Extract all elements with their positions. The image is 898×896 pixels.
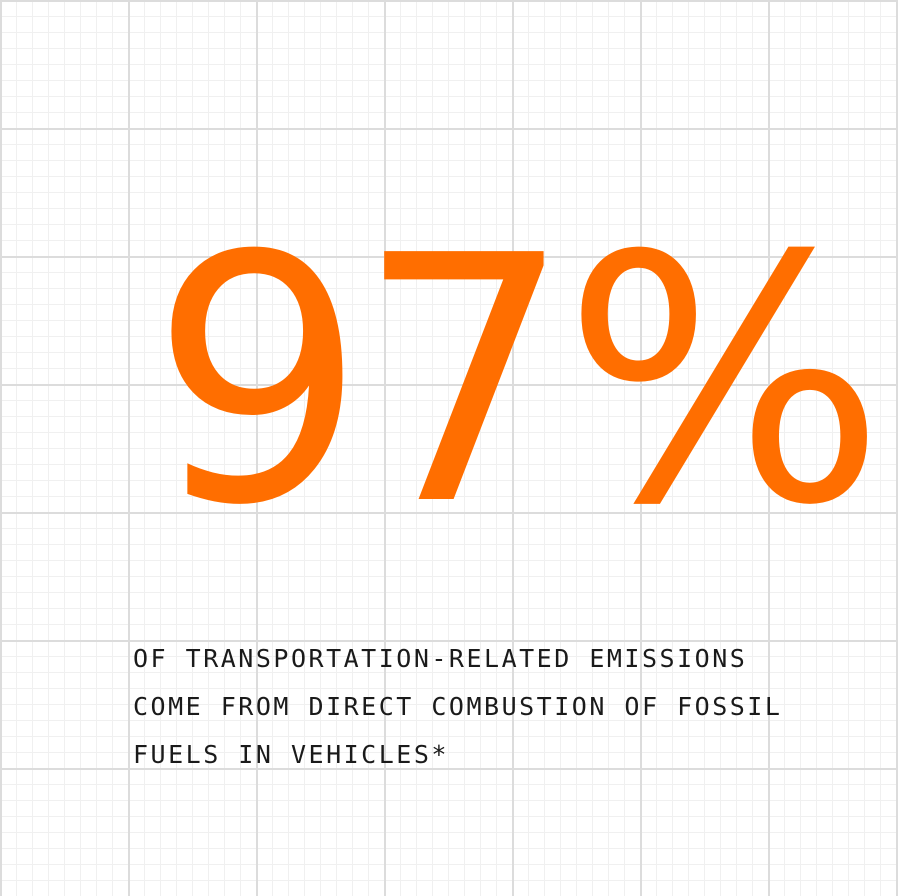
caption-line: OF TRANSPORTATION-RELATED EMISSIONS xyxy=(133,644,748,673)
stat-caption: OF TRANSPORTATION-RELATED EMISSIONS COME… xyxy=(133,635,793,779)
caption-line: FUELS IN VEHICLES* xyxy=(133,740,449,769)
caption-line: COME FROM DIRECT COMBUSTION OF FOSSIL xyxy=(133,692,783,721)
stat-value: 97% xyxy=(150,184,886,580)
